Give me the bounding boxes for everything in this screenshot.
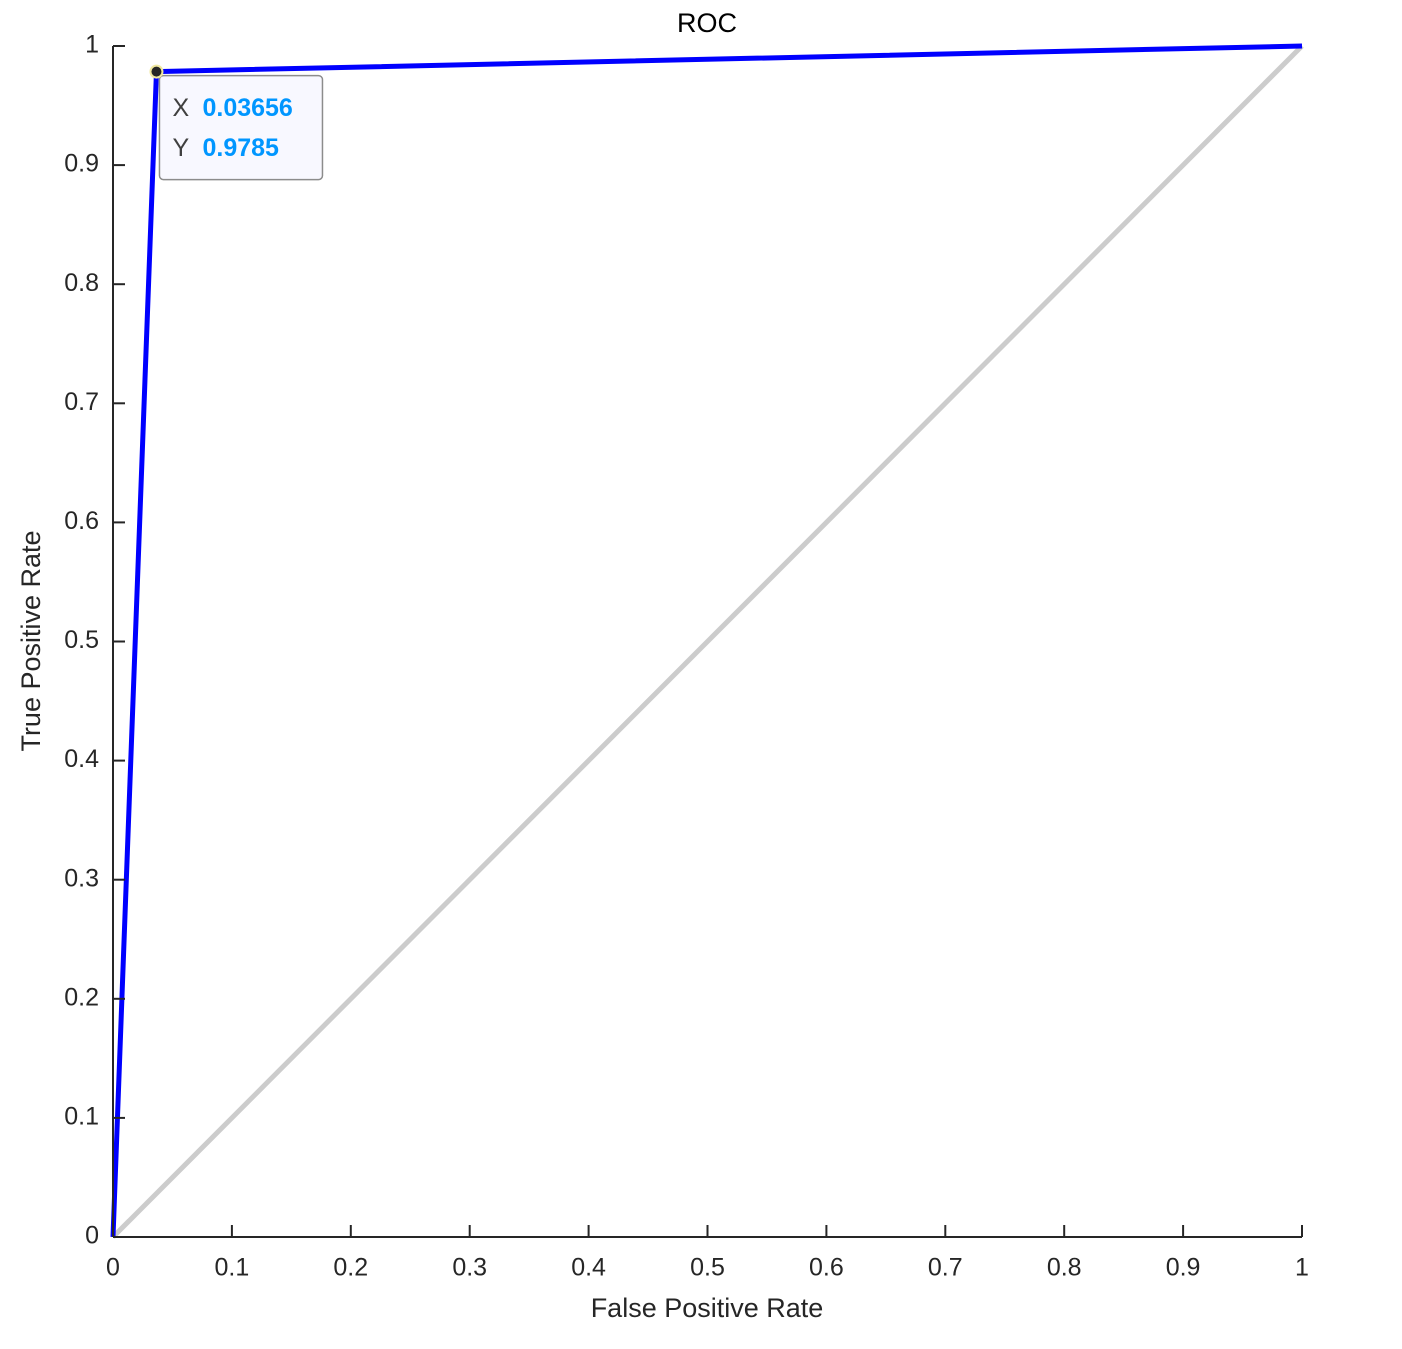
y-tick-label: 0.3 <box>64 864 99 892</box>
x-tick-label: 0.3 <box>452 1254 487 1282</box>
datatip-x-value: 0.03656 <box>202 94 292 122</box>
datatip-marker <box>149 64 164 79</box>
x-tick-label: 0.5 <box>690 1254 725 1282</box>
datatip-box <box>158 74 324 181</box>
x-tick-label: 0.2 <box>333 1254 368 1282</box>
y-tick-label: 0.9 <box>64 150 99 178</box>
x-axis-label: False Positive Rate <box>591 1293 824 1323</box>
roc-line <box>111 44 1304 1239</box>
y-tick-label: 0.8 <box>64 269 99 297</box>
x-tick-label: 0 <box>106 1254 120 1282</box>
y-tick-label: 0.1 <box>64 1103 99 1131</box>
y-tick-label: 0 <box>85 1222 99 1250</box>
x-tick-label: 0.4 <box>571 1254 606 1282</box>
y-tick-label: 0.2 <box>64 983 99 1011</box>
x-tick-label: 0.8 <box>1047 1254 1082 1282</box>
x-tick-label: 1 <box>1295 1254 1309 1282</box>
y-tick-label: 0.6 <box>64 507 99 535</box>
chart-title: ROC <box>677 8 737 38</box>
x-tick-label: 0.9 <box>1166 1254 1201 1282</box>
x-tick-label: 0.1 <box>215 1254 250 1282</box>
y-axis-label: True Positive Rate <box>16 530 46 751</box>
x-tick-label: 0.6 <box>809 1254 844 1282</box>
datatip-x-label: X <box>172 94 189 122</box>
datatip-y-label: Y <box>172 134 189 162</box>
x-tick-label: 0.7 <box>928 1254 963 1282</box>
y-tick-label: 1 <box>85 31 99 59</box>
y-tick-label: 0.5 <box>64 626 99 654</box>
y-tick-label: 0.7 <box>64 388 99 416</box>
y-tick-label: 0.4 <box>64 745 99 773</box>
datatip-y-value: 0.9785 <box>202 134 279 162</box>
